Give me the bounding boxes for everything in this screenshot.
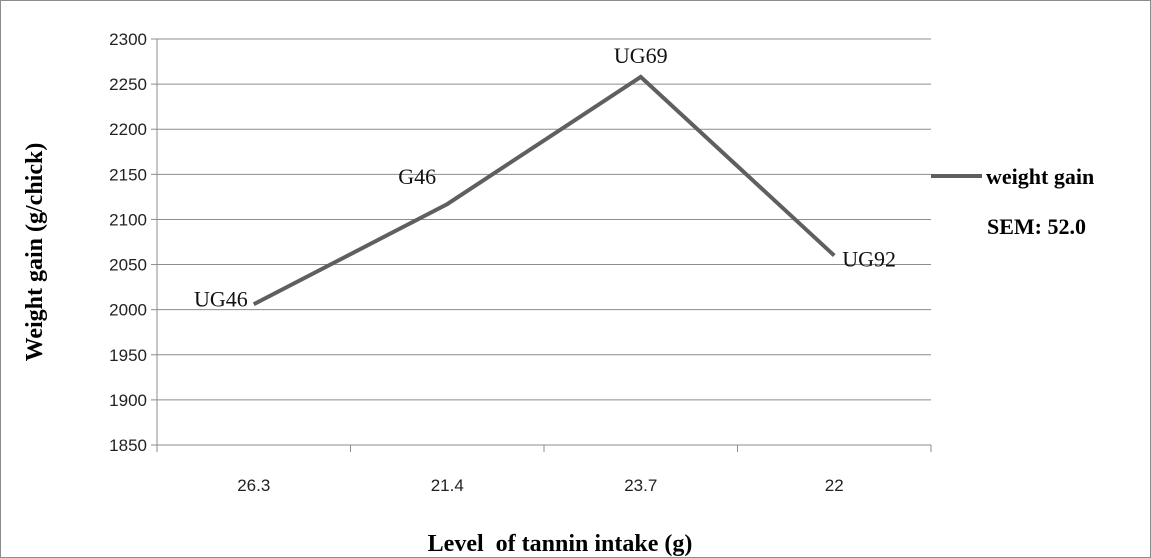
y-tick-label: 2050	[109, 256, 147, 275]
y-tick-label: 2300	[109, 30, 147, 49]
legend: weight gain SEM: 52.0	[931, 164, 1094, 239]
data-point-label: UG46	[194, 286, 248, 311]
x-tick-label: 23.7	[624, 476, 657, 495]
sem-annotation: SEM: 52.0	[987, 214, 1086, 239]
series-line-weight-gain	[252, 74, 836, 307]
y-tick-label: 2100	[109, 210, 147, 229]
y-tick-label: 1850	[109, 436, 147, 455]
data-point-label: UG69	[614, 43, 668, 68]
x-tick-label: 22	[825, 476, 844, 495]
y-tick-label: 2150	[109, 165, 147, 184]
x-axis-title: Level of tannin intake (g)	[428, 531, 693, 557]
y-tick-label: 1900	[109, 391, 147, 410]
legend-label: weight gain	[986, 164, 1094, 189]
point-labels: UG46 G46 UG69 UG92	[194, 43, 896, 311]
axes	[151, 38, 932, 452]
y-tick-label: 2250	[109, 75, 147, 94]
x-tick-label: 26.3	[237, 476, 270, 495]
series-lines	[252, 74, 836, 307]
data-point-label: G46	[398, 164, 436, 189]
data-point-label: UG92	[842, 247, 896, 272]
x-tick-labels: 26.3 21.4 23.7 22	[237, 476, 844, 495]
y-tick-label: 2000	[109, 301, 147, 320]
y-tick-labels: 1850 1900 1950 2000 2050 2100 2150 2200 2250 2300	[109, 30, 147, 455]
y-tick-label: 2200	[109, 120, 147, 139]
y-tick-label: 1950	[109, 346, 147, 365]
x-tick-label: 21.4	[431, 476, 464, 495]
gridlines	[157, 38, 931, 401]
y-axis-title: Weight gain (g/chick)	[22, 143, 48, 362]
